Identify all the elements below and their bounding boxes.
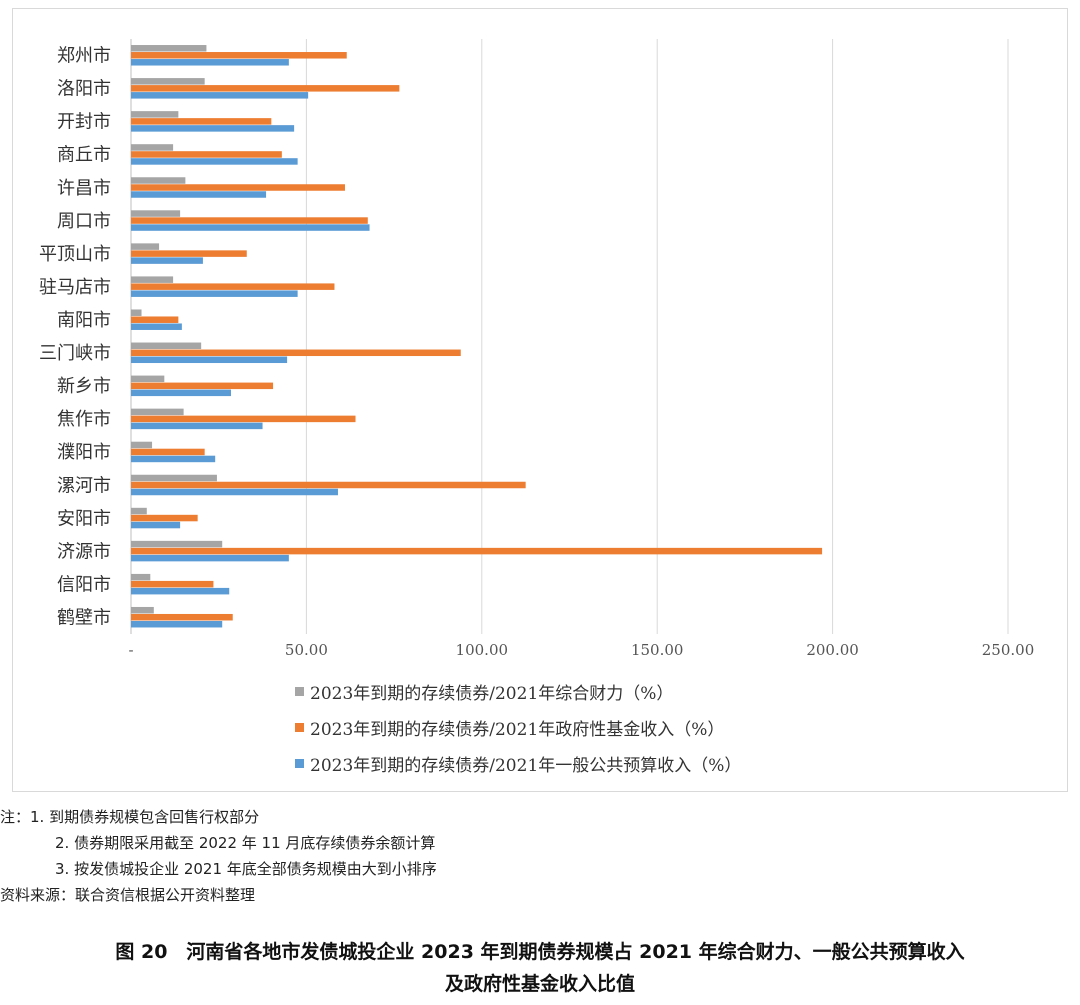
category-label: 三门峡市 <box>39 343 111 364</box>
legend-label-comprehensive: 2023年到期的存续债券/2021年综合财力（%） <box>310 684 674 704</box>
bar <box>131 111 179 118</box>
bar <box>131 521 181 529</box>
bar <box>131 85 400 92</box>
bar <box>131 382 274 390</box>
category-label: 济源市 <box>57 541 111 562</box>
bar <box>131 283 335 290</box>
bar <box>131 408 184 416</box>
bar <box>131 613 233 621</box>
bar <box>131 540 223 548</box>
bar <box>131 257 203 264</box>
bar <box>131 52 347 59</box>
x-tick-label: 250.00 <box>982 641 1035 659</box>
category-label: 信阳市 <box>57 574 111 595</box>
caption-line-1: 图 20 河南省各地市发债城投企业 2023 年到期债券规模占 2021 年综合… <box>115 941 965 963</box>
bar <box>131 243 160 250</box>
category-label: 商丘市 <box>57 145 111 166</box>
source-note: 资料来源：联合资信根据公开资料整理 <box>0 886 256 904</box>
note-3: 3. 按发债城投企业 2021 年底全部债务规模由大到小排序 <box>55 860 437 878</box>
x-tick-label: 100.00 <box>456 641 509 659</box>
bar <box>131 191 267 198</box>
bar <box>131 125 295 132</box>
legend-label-fund-income: 2023年到期的存续债券/2021年政府性基金收入（%） <box>310 720 725 740</box>
legend-item-fund-income: 2023年到期的存续债券/2021年政府性基金收入（%） <box>295 715 724 740</box>
bar <box>131 276 174 283</box>
bar <box>131 224 370 231</box>
bar <box>131 349 461 357</box>
category-label: 郑州市 <box>57 46 111 67</box>
category-label: 开封市 <box>57 112 111 133</box>
legend-item-budget-income: 2023年到期的存续债券/2021年一般公共预算收入（%） <box>295 751 741 776</box>
legend-item-comprehensive: 2023年到期的存续债券/2021年综合财力（%） <box>295 679 673 704</box>
category-label: 濮阳市 <box>57 442 111 463</box>
category-label: 新乡市 <box>57 376 111 397</box>
bar <box>131 441 153 449</box>
legend-swatch-blue <box>295 759 304 768</box>
bar <box>131 580 214 588</box>
category-label: 安阳市 <box>57 508 111 529</box>
bar <box>131 177 186 184</box>
bar <box>131 587 230 595</box>
category-label: 平顶山市 <box>39 244 111 265</box>
bar <box>131 217 368 224</box>
bar <box>131 118 272 125</box>
bar <box>131 422 263 430</box>
category-label: 许昌市 <box>57 178 111 199</box>
legend-swatch-gray <box>295 687 304 696</box>
bar <box>131 59 289 66</box>
bar <box>131 448 205 456</box>
category-label: 焦作市 <box>57 409 111 430</box>
bar <box>131 78 205 85</box>
bar <box>131 547 823 555</box>
bar <box>131 573 151 581</box>
bar <box>131 316 179 323</box>
category-label: 周口市 <box>57 211 111 232</box>
category-label: 洛阳市 <box>57 79 111 100</box>
bar <box>131 323 182 330</box>
category-label: 驻马店市 <box>39 277 111 298</box>
bar <box>131 309 142 316</box>
bar <box>131 488 338 496</box>
legend-label-budget-income: 2023年到期的存续债券/2021年一般公共预算收入（%） <box>310 756 742 776</box>
bar <box>131 620 223 628</box>
caption-line-2: 及政府性基金收入比值 <box>444 973 635 995</box>
bar <box>131 184 345 191</box>
note-2: 2. 债券期限采用截至 2022 年 11 月底存续债券余额计算 <box>55 834 436 852</box>
bar <box>131 151 282 158</box>
x-tick-label: - <box>128 641 133 659</box>
category-label: 鹤壁市 <box>57 607 111 628</box>
bar <box>131 474 217 482</box>
bar <box>131 554 289 562</box>
category-label: 南阳市 <box>57 310 111 331</box>
bar <box>131 606 154 614</box>
bar <box>131 481 526 489</box>
bar <box>131 415 356 423</box>
bar <box>131 250 247 257</box>
bar <box>131 210 181 217</box>
x-tick-label: 200.00 <box>806 641 859 659</box>
bar <box>131 389 231 397</box>
chart-frame: - 50.00 100.00 150.00 200.00 250.00 郑州市洛阳市开封市商… <box>12 8 1068 792</box>
bar <box>131 342 202 350</box>
bar <box>131 92 309 99</box>
bar <box>131 455 216 463</box>
bar <box>131 514 198 522</box>
bar <box>131 158 298 165</box>
legend-swatch-orange <box>295 723 304 732</box>
notes-block: 注：1. 到期债券规模包含回售行权部分 2. 债券期限采用截至 2022 年 1… <box>0 804 437 908</box>
bar <box>131 356 288 364</box>
bar <box>131 290 298 297</box>
bar <box>131 375 165 383</box>
bar <box>131 144 174 151</box>
bar <box>131 45 207 52</box>
x-tick-label: 150.00 <box>631 641 684 659</box>
x-tick-label: 50.00 <box>285 641 328 659</box>
bar <box>131 507 147 515</box>
category-label: 漯河市 <box>57 475 111 496</box>
figure-caption: 图 20 河南省各地市发债城投企业 2023 年到期债券规模占 2021 年综合… <box>0 936 1080 1000</box>
bar-chart: - 50.00 100.00 150.00 200.00 250.00 郑州市洛阳市开封市商… <box>39 39 1035 659</box>
note-1: 注：1. 到期债券规模包含回售行权部分 <box>0 808 260 826</box>
